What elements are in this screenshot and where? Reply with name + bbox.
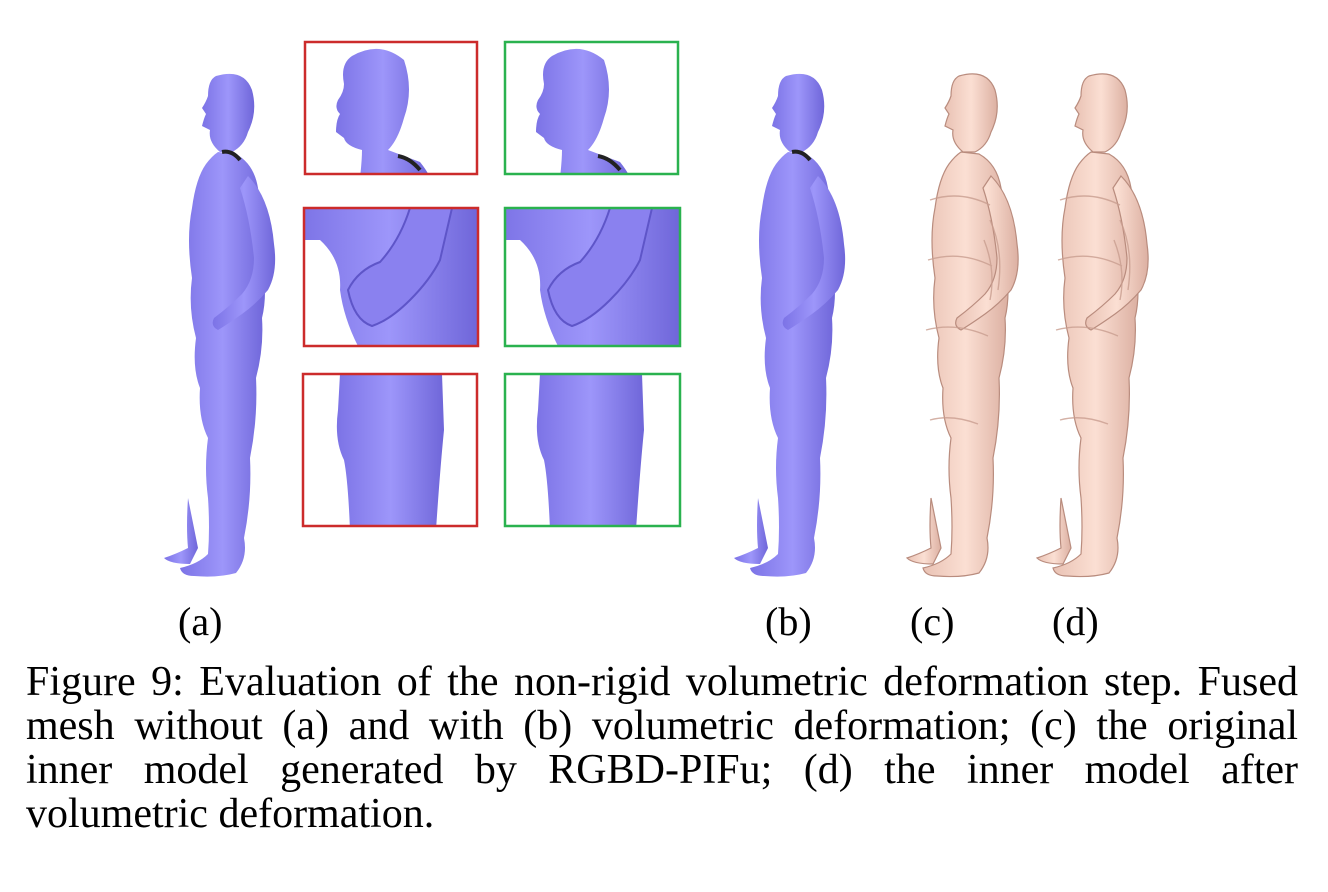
figure-image (164, 40, 1149, 578)
zoom-box-hand-without (302, 206, 480, 348)
figure-caption: Figure 9: Evaluation of the non-rigid vo… (26, 659, 1298, 837)
label-d: (d) (1052, 599, 1099, 644)
label-a: (a) (178, 599, 223, 644)
inner-model-c (906, 73, 1019, 578)
zoom-box-head-with (503, 40, 680, 176)
zoom-box-head-without (303, 40, 479, 176)
mesh-b (734, 73, 846, 577)
zoom-box-hand-with (503, 206, 682, 348)
mesh-a (164, 73, 276, 577)
label-c: (c) (910, 599, 955, 644)
label-b: (b) (765, 599, 812, 644)
zoom-box-leg-without (301, 372, 479, 528)
inner-model-d (1036, 73, 1149, 578)
zoom-box-leg-with (503, 372, 682, 528)
